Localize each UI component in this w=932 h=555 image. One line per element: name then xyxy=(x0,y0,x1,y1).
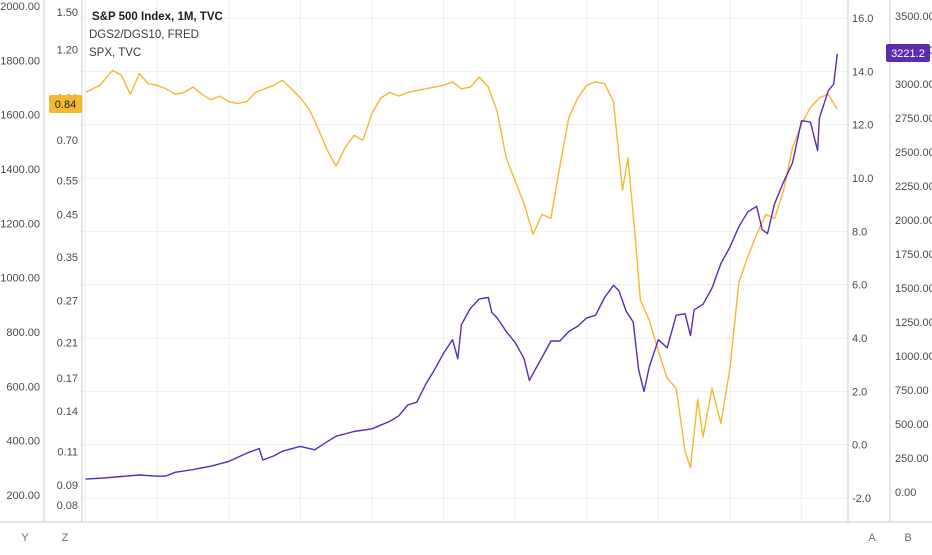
right-outer-tick-label: 750.00 xyxy=(895,385,929,397)
spx-series-line xyxy=(85,53,838,480)
legend-title: S&P 500 Index, 1M, TVC xyxy=(92,11,223,23)
left-outer-tick-label: 1200.00 xyxy=(0,218,40,230)
right-outer-tick-label: 3500.00 xyxy=(895,11,932,23)
axis-buttons: Y Z A B xyxy=(0,521,932,550)
left-outer-tick-label: 200.00 xyxy=(6,490,40,502)
badge-layer: 0.84 3221.2 xyxy=(49,44,930,113)
left-inner-tick-label: 1.20 xyxy=(57,45,78,57)
left-inner-tick-label: 0.70 xyxy=(57,135,78,147)
right-inner-tick-label: 16.0 xyxy=(852,13,873,25)
right-inner-tick-label: 14.0 xyxy=(852,66,873,78)
left-inner-tick-label: 0.08 xyxy=(57,500,78,512)
ratio-series-line xyxy=(85,69,838,469)
left-inner-tick-label: 0.21 xyxy=(57,338,78,350)
ratio-last-badge xyxy=(49,95,82,113)
right-outer-tick-label: 250.00 xyxy=(895,453,929,465)
right-outer-tick-label: 1250.00 xyxy=(895,317,932,329)
y-axis-button[interactable]: Y xyxy=(21,532,29,544)
right-outer-tick-label: 0.00 xyxy=(895,487,916,499)
left-outer-tick-label: 1400.00 xyxy=(0,164,40,176)
spx-last-badge xyxy=(886,44,930,62)
right-outer-tick-label: 2250.00 xyxy=(895,181,932,193)
right-inner-tick-label: 10.0 xyxy=(852,173,873,185)
legend: S&P 500 Index, 1M, TVC DGS2/DGS10, FRED … xyxy=(89,11,223,59)
right-inner-tick-label: 2.0 xyxy=(852,386,867,398)
right-inner-tick-label: 4.0 xyxy=(852,333,867,345)
left-inner-tick-label: 0.27 xyxy=(57,295,78,307)
left-inner-tick-label: 1.50 xyxy=(57,7,78,19)
left-inner-tick-label: 0.17 xyxy=(57,373,78,385)
bottom-bar xyxy=(0,522,932,550)
left-inner-tick-label: 0.45 xyxy=(57,209,78,221)
left-outer-tick-label: 1600.00 xyxy=(0,110,40,122)
grid-layer xyxy=(82,0,848,522)
spx-last-value: 3221.2 xyxy=(891,48,925,60)
a-axis-button[interactable]: A xyxy=(868,532,876,544)
z-axis-button[interactable]: Z xyxy=(62,532,69,544)
right-inner-tick-label: 0.0 xyxy=(852,440,867,452)
right-outer-tick-label: 2000.00 xyxy=(895,215,932,227)
right-outer-tick-label: 2750.00 xyxy=(895,113,932,125)
left-outer-tick-label: 600.00 xyxy=(6,381,40,393)
legend-item-spx: SPX, TVC xyxy=(89,47,141,59)
right-inner-tick-label: 6.0 xyxy=(852,280,867,292)
left-inner-tick-label: 0.09 xyxy=(57,480,78,492)
legend-item-ratio: DGS2/DGS10, FRED xyxy=(89,29,199,41)
right-inner-tick-label: 8.0 xyxy=(852,226,867,238)
left-outer-tick-label: 800.00 xyxy=(6,327,40,339)
left-outer-tick-label: 1800.00 xyxy=(0,55,40,67)
left-outer-tick-label: 2000.00 xyxy=(0,1,40,13)
right-outer-tick-label: 1500.00 xyxy=(895,283,932,295)
right-inner-tick-label: -2.0 xyxy=(852,493,871,505)
left-inner-tick-label: 0.14 xyxy=(57,406,78,418)
left-outer-tick-label: 400.00 xyxy=(6,436,40,448)
ratio-last-value: 0.84 xyxy=(55,99,76,111)
right-inner-tick-label: 12.0 xyxy=(852,120,873,132)
right-outer-tick-label: 1750.00 xyxy=(895,249,932,261)
right-outer-tick-label: 2500.00 xyxy=(895,147,932,159)
right-outer-tick-label: 1000.00 xyxy=(895,351,932,363)
series-layer xyxy=(85,53,838,480)
left-inner-tick-label: 0.35 xyxy=(57,252,78,264)
left-inner-tick-label: 0.55 xyxy=(57,176,78,188)
left-outer-tick-label: 1000.00 xyxy=(0,273,40,285)
right-outer-tick-label: 3000.00 xyxy=(895,79,932,91)
left-inner-tick-label: 0.11 xyxy=(57,446,78,458)
right-outer-tick-label: 500.00 xyxy=(895,419,929,431)
b-axis-button[interactable]: B xyxy=(904,532,911,544)
